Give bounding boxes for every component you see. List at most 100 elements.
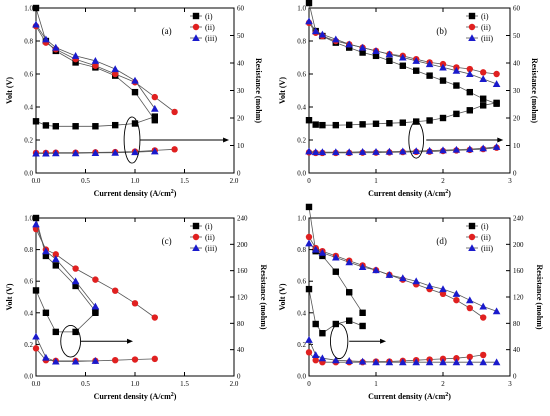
y-axis-title-right: Resistance (mohm) <box>530 58 539 123</box>
data-point-square-marker <box>480 102 487 109</box>
y-tick-label-right: 240 <box>237 215 248 223</box>
data-point-square-marker <box>319 252 326 260</box>
data-point-circle-marker <box>453 355 460 362</box>
data-point-circle-marker <box>32 345 40 352</box>
data-point-circle-marker <box>112 287 119 294</box>
data-point-triangle-marker <box>492 80 501 87</box>
data-point-triangle-marker <box>318 354 327 362</box>
data-point-triangle-marker <box>71 357 80 365</box>
series-line <box>308 243 497 312</box>
y-axis-title-left: Volt (V) <box>278 77 287 104</box>
data-point-triangle-marker <box>372 47 380 54</box>
legend-label: (iii) <box>481 244 493 253</box>
data-point-square-marker <box>151 113 158 120</box>
legend-label: (i) <box>205 222 213 231</box>
data-point-triangle-marker <box>358 263 367 271</box>
y-tick-label-right: 30 <box>237 87 245 95</box>
data-point-triangle-marker <box>479 144 487 152</box>
data-point-circle-marker <box>151 355 158 363</box>
x-axis-title-sup: 2 <box>171 189 174 195</box>
x-axis-title-main: Current density (A/cm <box>368 189 446 198</box>
x-tick-label: 1.5 <box>180 177 189 185</box>
x-tick-label: 0 <box>307 177 311 185</box>
y-tick-label-right: 60 <box>237 5 245 13</box>
x-tick-label: 1.5 <box>180 380 189 388</box>
series-6 <box>32 332 100 365</box>
y-tick-label-right: 30 <box>513 87 521 95</box>
data-point-circle-marker <box>305 233 313 241</box>
data-point-square-marker <box>312 121 319 128</box>
y-tick-label-left: 1.0 <box>297 215 306 223</box>
data-point-square-marker <box>305 285 313 293</box>
data-point-triangle-marker <box>311 27 320 35</box>
data-point-triangle-marker <box>311 351 320 358</box>
plot-frame <box>308 217 511 377</box>
data-point-circle-marker <box>72 265 79 272</box>
y-tick-label-right: 0 <box>513 373 517 381</box>
legend-triangle-marker <box>468 244 476 252</box>
legend: (i) (ii) (iii) <box>466 222 493 253</box>
data-point-triangle-marker <box>479 358 487 366</box>
data-point-square-marker <box>72 282 79 290</box>
y-tick-label-right: 0 <box>237 373 241 381</box>
data-point-triangle-marker <box>439 358 447 366</box>
x-axis-title-end: ) <box>448 189 451 198</box>
data-point-circle-marker <box>131 300 139 307</box>
x-tick-label: 1 <box>374 380 378 388</box>
legend-label: (iii) <box>205 244 217 253</box>
data-point-triangle-marker <box>399 147 407 155</box>
annotation-arrowhead <box>127 338 134 344</box>
data-point-triangle-marker <box>305 239 313 247</box>
legend-label: (ii) <box>205 233 215 242</box>
legend-circle-marker <box>468 23 476 31</box>
x-tick-label: 2.0 <box>230 177 239 185</box>
data-point-square-marker <box>386 57 393 64</box>
data-point-triangle-marker <box>372 358 380 366</box>
series-line <box>35 224 96 307</box>
x-axis-title-main: Current density (A/cm <box>94 189 172 198</box>
data-point-square-marker <box>131 88 139 96</box>
data-point-triangle-marker <box>479 302 487 310</box>
data-point-triangle-marker <box>318 148 327 156</box>
data-point-triangle-marker <box>466 145 474 153</box>
series-line <box>308 102 497 126</box>
data-point-circle-marker <box>92 276 99 283</box>
y-tick-label-left: 0.0 <box>24 170 33 178</box>
x-axis-title-end: ) <box>174 392 177 401</box>
legend-triangle-marker <box>192 244 200 252</box>
x-axis-title: Current density (A/cm2) <box>94 189 177 198</box>
data-point-triangle-marker <box>131 148 139 156</box>
series-6 <box>305 335 501 366</box>
data-point-square-marker <box>346 289 353 296</box>
data-point-triangle-marker <box>91 149 100 156</box>
y-tick-label-left: 0.4 <box>297 104 306 112</box>
panel-label: (a) <box>162 26 172 36</box>
data-point-triangle-marker <box>466 358 474 366</box>
data-point-triangle-marker <box>91 57 100 64</box>
series-line <box>308 339 497 363</box>
legend-triangle-marker <box>192 34 200 42</box>
y-tick-label-left: 0.2 <box>297 341 306 349</box>
legend-square-marker <box>468 222 476 230</box>
legend-label: (iii) <box>481 34 493 43</box>
data-point-triangle-marker <box>399 53 407 61</box>
data-point-triangle-marker <box>42 35 50 43</box>
data-point-square-marker <box>372 120 380 127</box>
data-point-square-marker <box>312 320 319 328</box>
y-tick-label-right: 20 <box>237 115 245 123</box>
y-tick-label-left: 0.8 <box>24 246 33 254</box>
data-point-square-marker <box>426 72 433 79</box>
y-tick-label-left: 1.0 <box>24 5 33 13</box>
data-point-triangle-marker <box>439 285 447 293</box>
x-axis-title: Current density (A/cm2) <box>94 392 177 401</box>
x-axis-title: Current density (A/cm2) <box>368 189 451 198</box>
data-point-square-marker <box>319 330 326 337</box>
chart-panel-1: 0.0 0.5 1.0 1.5 2.0 0.0 0.2 0.4 0.6 0.8 1.0 0 10 20 30… <box>5 5 263 199</box>
data-point-square-marker <box>413 67 420 74</box>
panel-label: (b) <box>436 26 447 36</box>
data-point-triangle-marker <box>345 40 353 48</box>
data-point-triangle-marker <box>345 258 353 266</box>
y-tick-label-left: 0.4 <box>24 104 33 112</box>
data-point-triangle-marker <box>385 358 394 366</box>
